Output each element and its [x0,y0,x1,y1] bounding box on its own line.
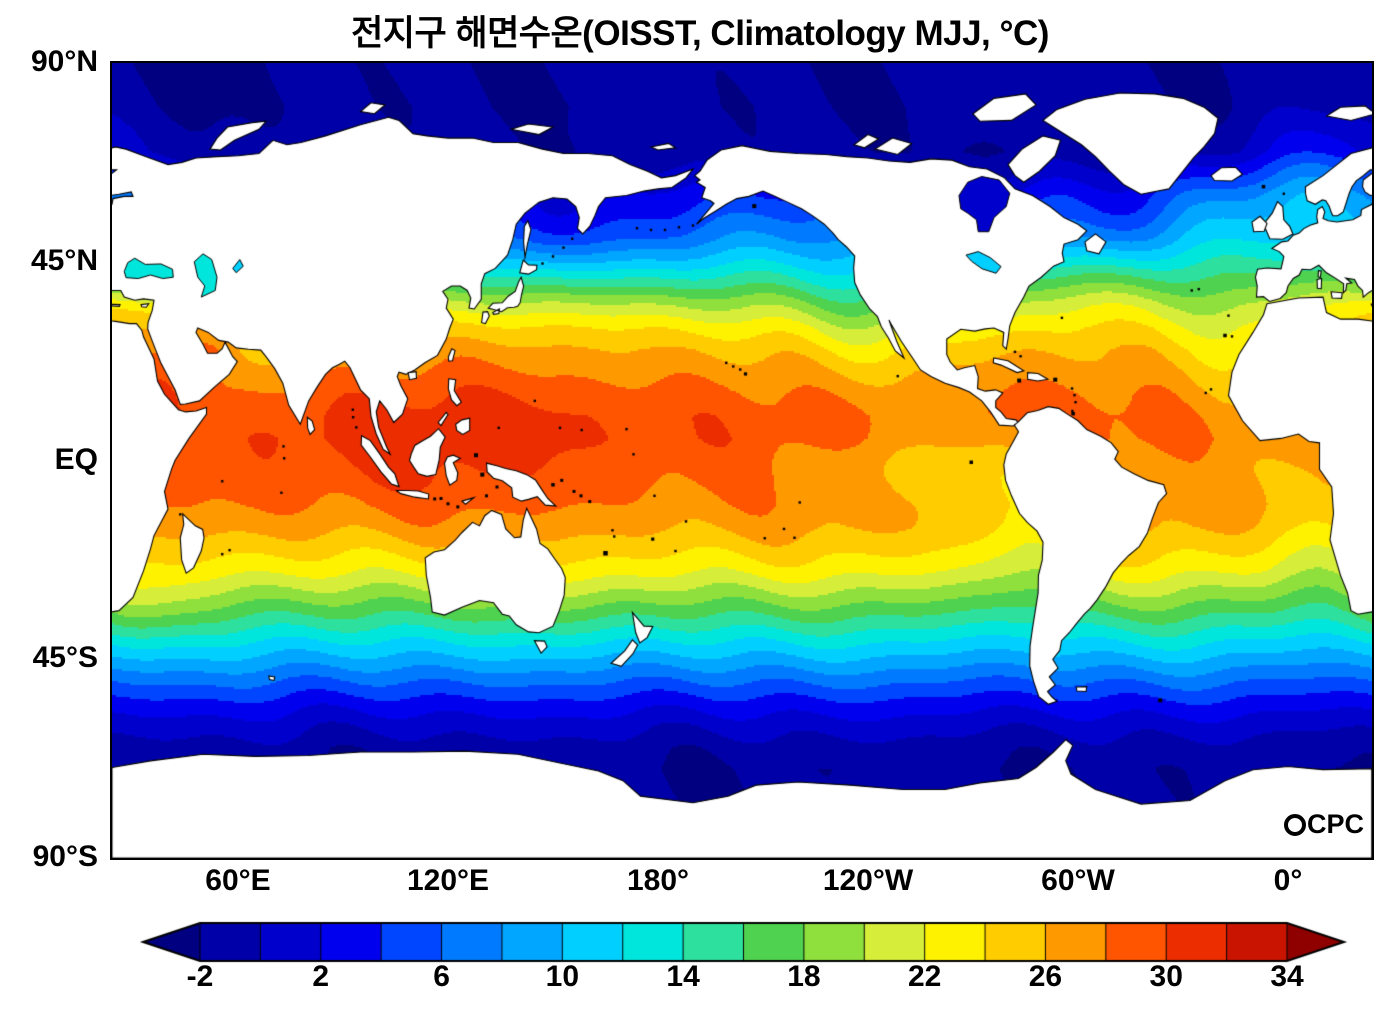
x-axis-label: 0° [1273,864,1303,897]
x-axis-label: 60°W [1041,864,1115,897]
x-axis-label: 120°E [406,864,490,897]
y-axis-label: 90°S [32,840,98,873]
x-axis-label: 180° [626,864,690,897]
y-axis-label: 45°S [32,641,98,675]
x-axis-label: 120°W [822,864,914,897]
cpc-logo: CPC [1283,809,1364,839]
map-plot-area: CPC [110,61,1374,860]
y-axis-label: 45°N [30,243,98,277]
y-axis-label: EQ [54,442,98,476]
sst-map-canvas [112,63,1372,858]
page-title: 전지구 해면수온(OISST, Climatology MJJ, °C) [351,14,1049,53]
globe-icon [1283,813,1306,836]
cpc-logo-text: CPC [1306,809,1364,839]
x-axis-label: 60°E [205,864,271,897]
colorbar [130,918,1380,966]
